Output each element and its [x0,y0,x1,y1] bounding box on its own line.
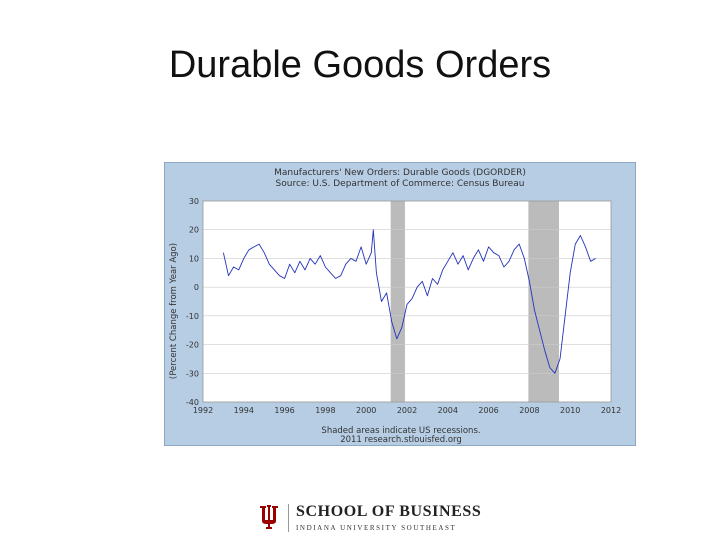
logo-divider [288,504,289,532]
y-tick-label: 30 [189,197,199,206]
x-tick-label: 2006 [478,406,498,415]
chart-svg: Manufacturers' New Orders: Durable Goods… [169,168,621,445]
y-tick-label: -10 [186,312,199,321]
campus-name: INDIANA UNIVERSITY SOUTHEAST [296,524,457,532]
y-tick-label: 0 [194,283,199,292]
y-tick-label: 20 [189,226,199,235]
y-axis-label: (Percent Change from Year Ago) [169,243,179,379]
x-tick-label: 1998 [315,406,335,415]
iu-trident-icon [260,505,278,529]
x-tick-label: 2002 [397,406,417,415]
chart-source-line: 2011 research.stlouisfed.org [340,435,462,445]
chart-footnote: Shaded areas indicate US recessions. [321,426,480,436]
x-tick-label: 1992 [193,406,213,415]
x-tick-label: 2004 [438,406,458,415]
x-tick-label: 1996 [274,406,294,415]
slide-title: Durable Goods Orders [168,44,552,86]
plot-border [202,200,612,403]
y-tick-label: -40 [186,398,199,407]
recession-band [390,201,405,402]
x-tick-label: 2012 [601,406,621,415]
school-name: SCHOOL OF BUSINESS [296,503,482,520]
recession-band [528,201,559,402]
chart-title: Manufacturers' New Orders: Durable Goods… [274,168,526,178]
chart-panel: Manufacturers' New Orders: Durable Goods… [164,162,636,446]
series-line [222,229,596,374]
y-tick-label: 10 [189,254,199,263]
x-tick-label: 1994 [234,406,254,415]
y-tick-label: -30 [186,369,199,378]
y-tick-label: -20 [186,341,199,350]
x-tick-label: 2008 [519,406,539,415]
x-tick-label: 2000 [356,406,376,415]
footer-logo: SCHOOL OF BUSINESS INDIANA UNIVERSITY SO… [258,500,481,536]
chart-subtitle: Source: U.S. Department of Commerce: Cen… [276,179,525,189]
x-tick-label: 2010 [560,406,580,415]
